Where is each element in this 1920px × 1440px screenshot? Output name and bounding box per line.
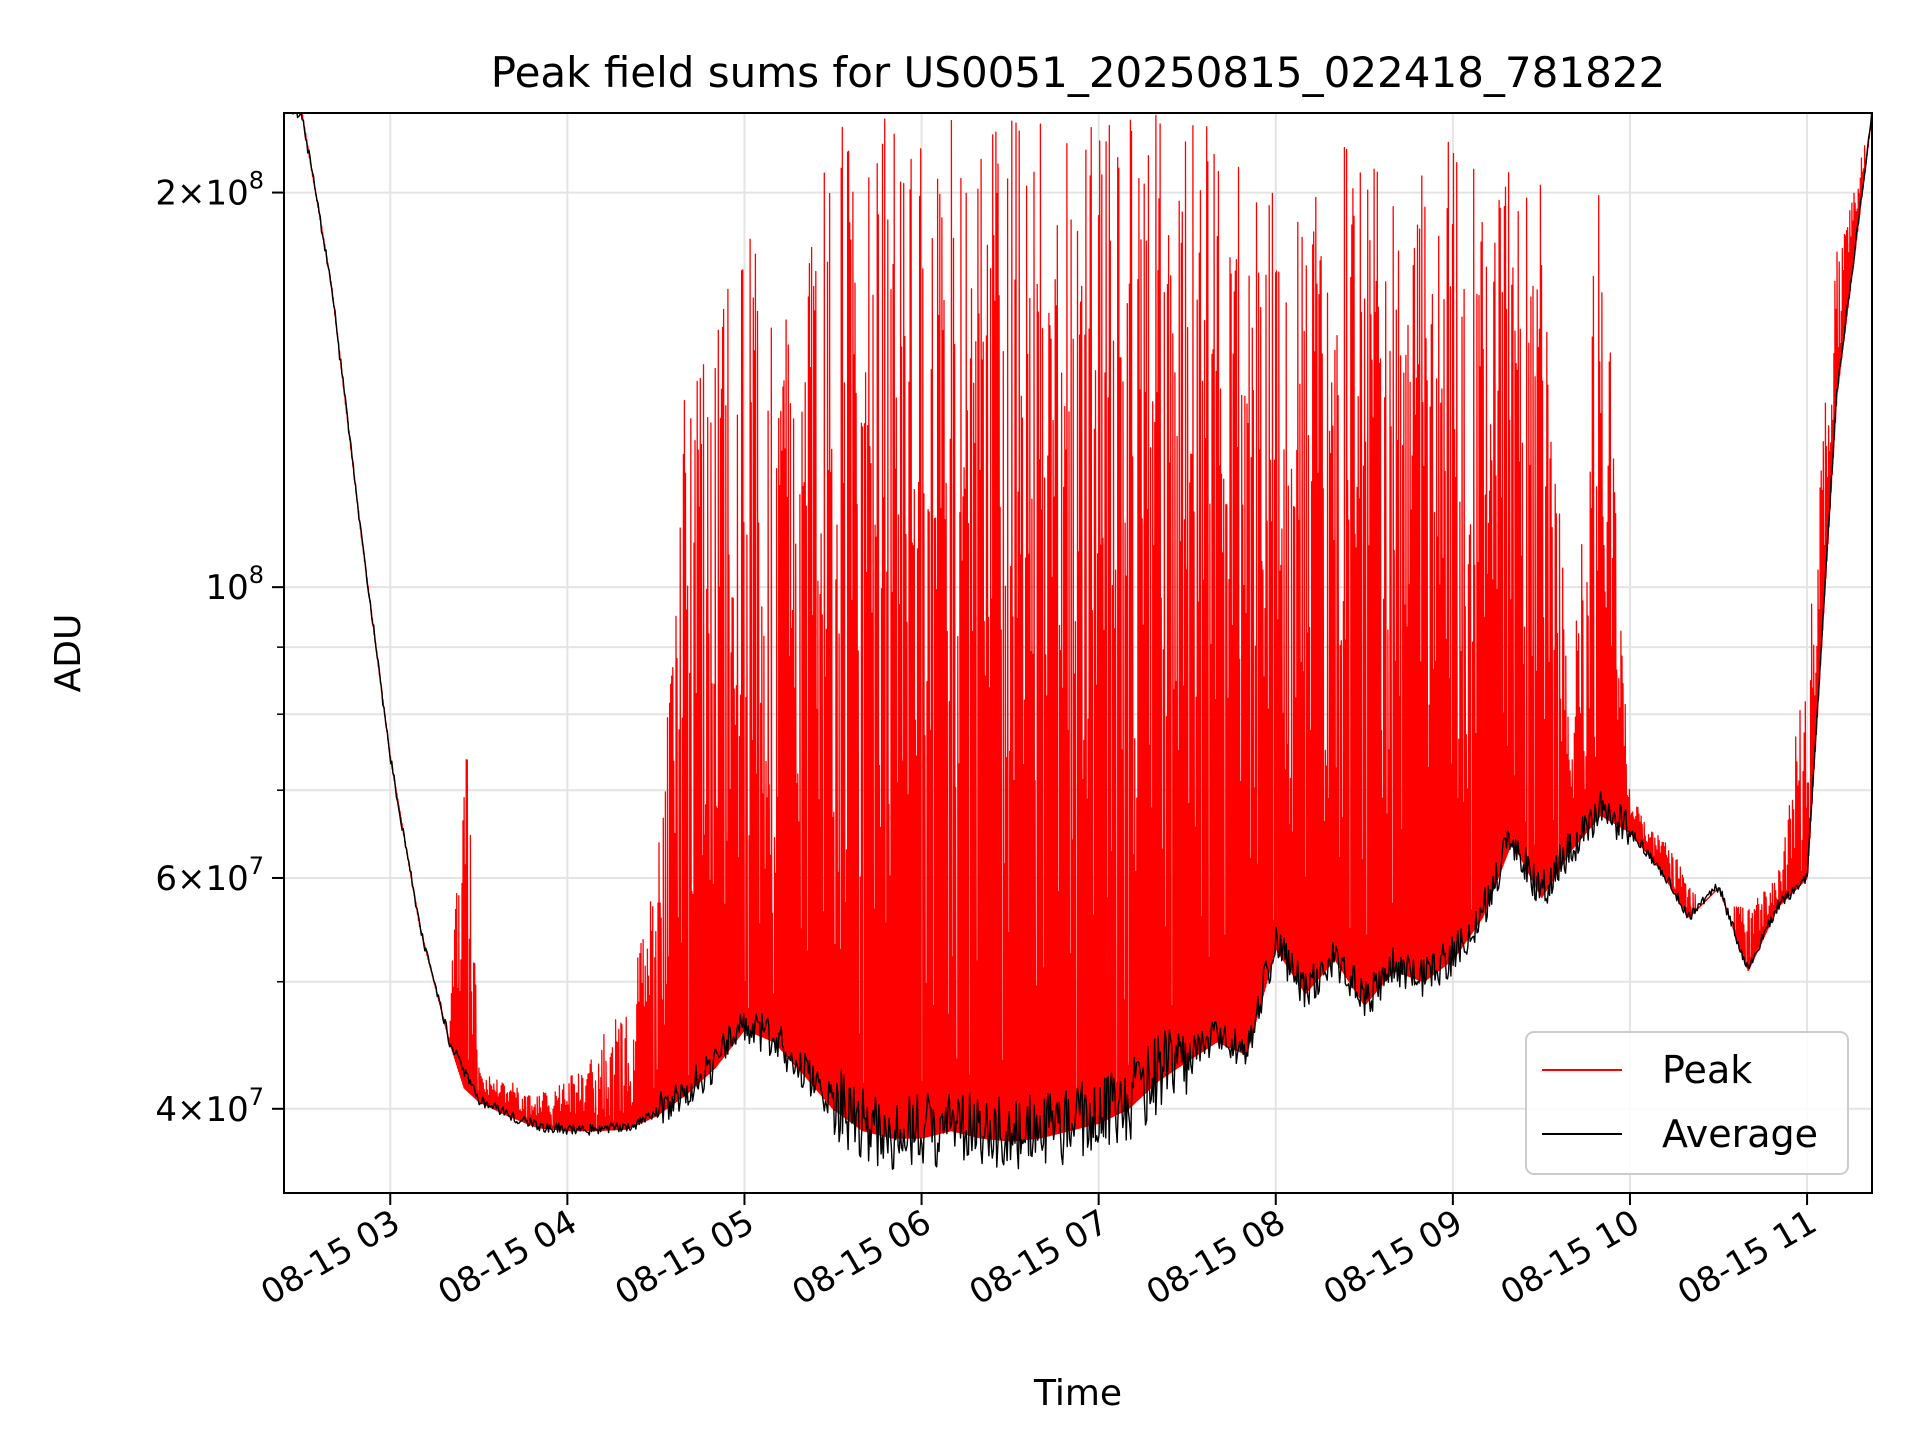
y-tick-label: 2×108	[155, 167, 264, 214]
average-series-line	[284, 113, 1872, 1170]
legend: Peak Average	[1525, 1031, 1849, 1175]
legend-box	[1525, 1031, 1849, 1175]
y-tick-exponent: 8	[249, 561, 264, 589]
y-tick-mantissa: 4×10	[155, 1090, 248, 1130]
peak-series	[284, 113, 1872, 1142]
y-tick-mantissa: 10	[205, 568, 248, 608]
y-tick-exponent: 7	[249, 1083, 264, 1111]
y-tick-exponent: 8	[249, 167, 264, 195]
y-tick-exponent: 7	[249, 852, 264, 880]
chart-title: Peak field sums for US0051_20250815_0224…	[491, 48, 1666, 97]
y-tick-label: 4×107	[155, 1083, 264, 1130]
legend-average-label: Average	[1662, 1112, 1818, 1156]
average-series	[284, 113, 1872, 1170]
y-tick-label: 108	[205, 561, 264, 608]
y-tick-mantissa: 6×10	[155, 859, 248, 899]
legend-peak-label: Peak	[1662, 1048, 1752, 1092]
x-axis-label: Time	[1033, 1373, 1122, 1414]
plot-frame	[283, 112, 1873, 1194]
y-tick-mantissa: 2×10	[155, 174, 248, 214]
y-tick-label: 6×107	[155, 852, 264, 899]
peak-series-line	[284, 113, 1872, 1142]
y-axis-label: ADU	[48, 614, 89, 693]
